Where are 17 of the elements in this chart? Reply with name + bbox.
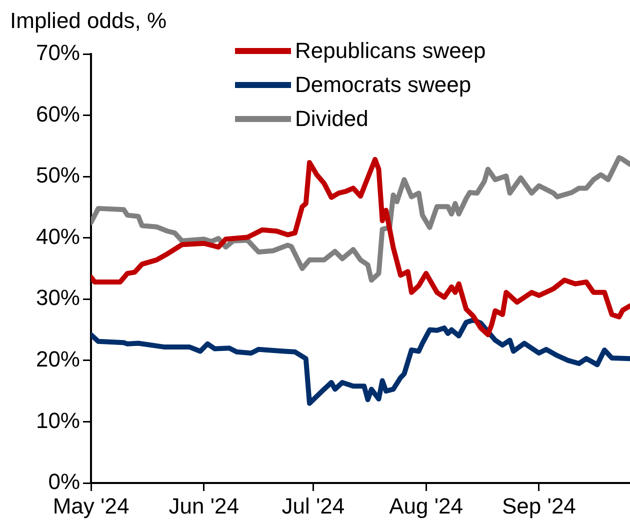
x-tick-label: Jul '24 bbox=[282, 493, 345, 518]
legend-label: Divided bbox=[295, 106, 368, 132]
y-tick-label: 20% bbox=[36, 346, 80, 372]
y-tick-label: 50% bbox=[36, 162, 80, 188]
y-tick-label: 40% bbox=[36, 224, 80, 249]
x-tick-label: Sep '24 bbox=[502, 493, 576, 518]
x-tick-label: May '24 bbox=[52, 493, 130, 518]
y-tick-label: 60% bbox=[36, 101, 80, 126]
legend-label: Democrats sweep bbox=[295, 72, 472, 98]
x-tick-label: Jun '24 bbox=[168, 493, 240, 518]
y-tick-label: 30% bbox=[36, 285, 80, 310]
y-tick-label: 10% bbox=[36, 408, 80, 433]
legend-label: Republicans sweep bbox=[295, 38, 486, 64]
y-axis-title: Implied odds, % bbox=[10, 8, 167, 34]
y-tick-label: 0% bbox=[48, 469, 80, 494]
y-tick-label: 70% bbox=[36, 40, 80, 66]
x-tick-label: Aug '24 bbox=[389, 493, 464, 518]
